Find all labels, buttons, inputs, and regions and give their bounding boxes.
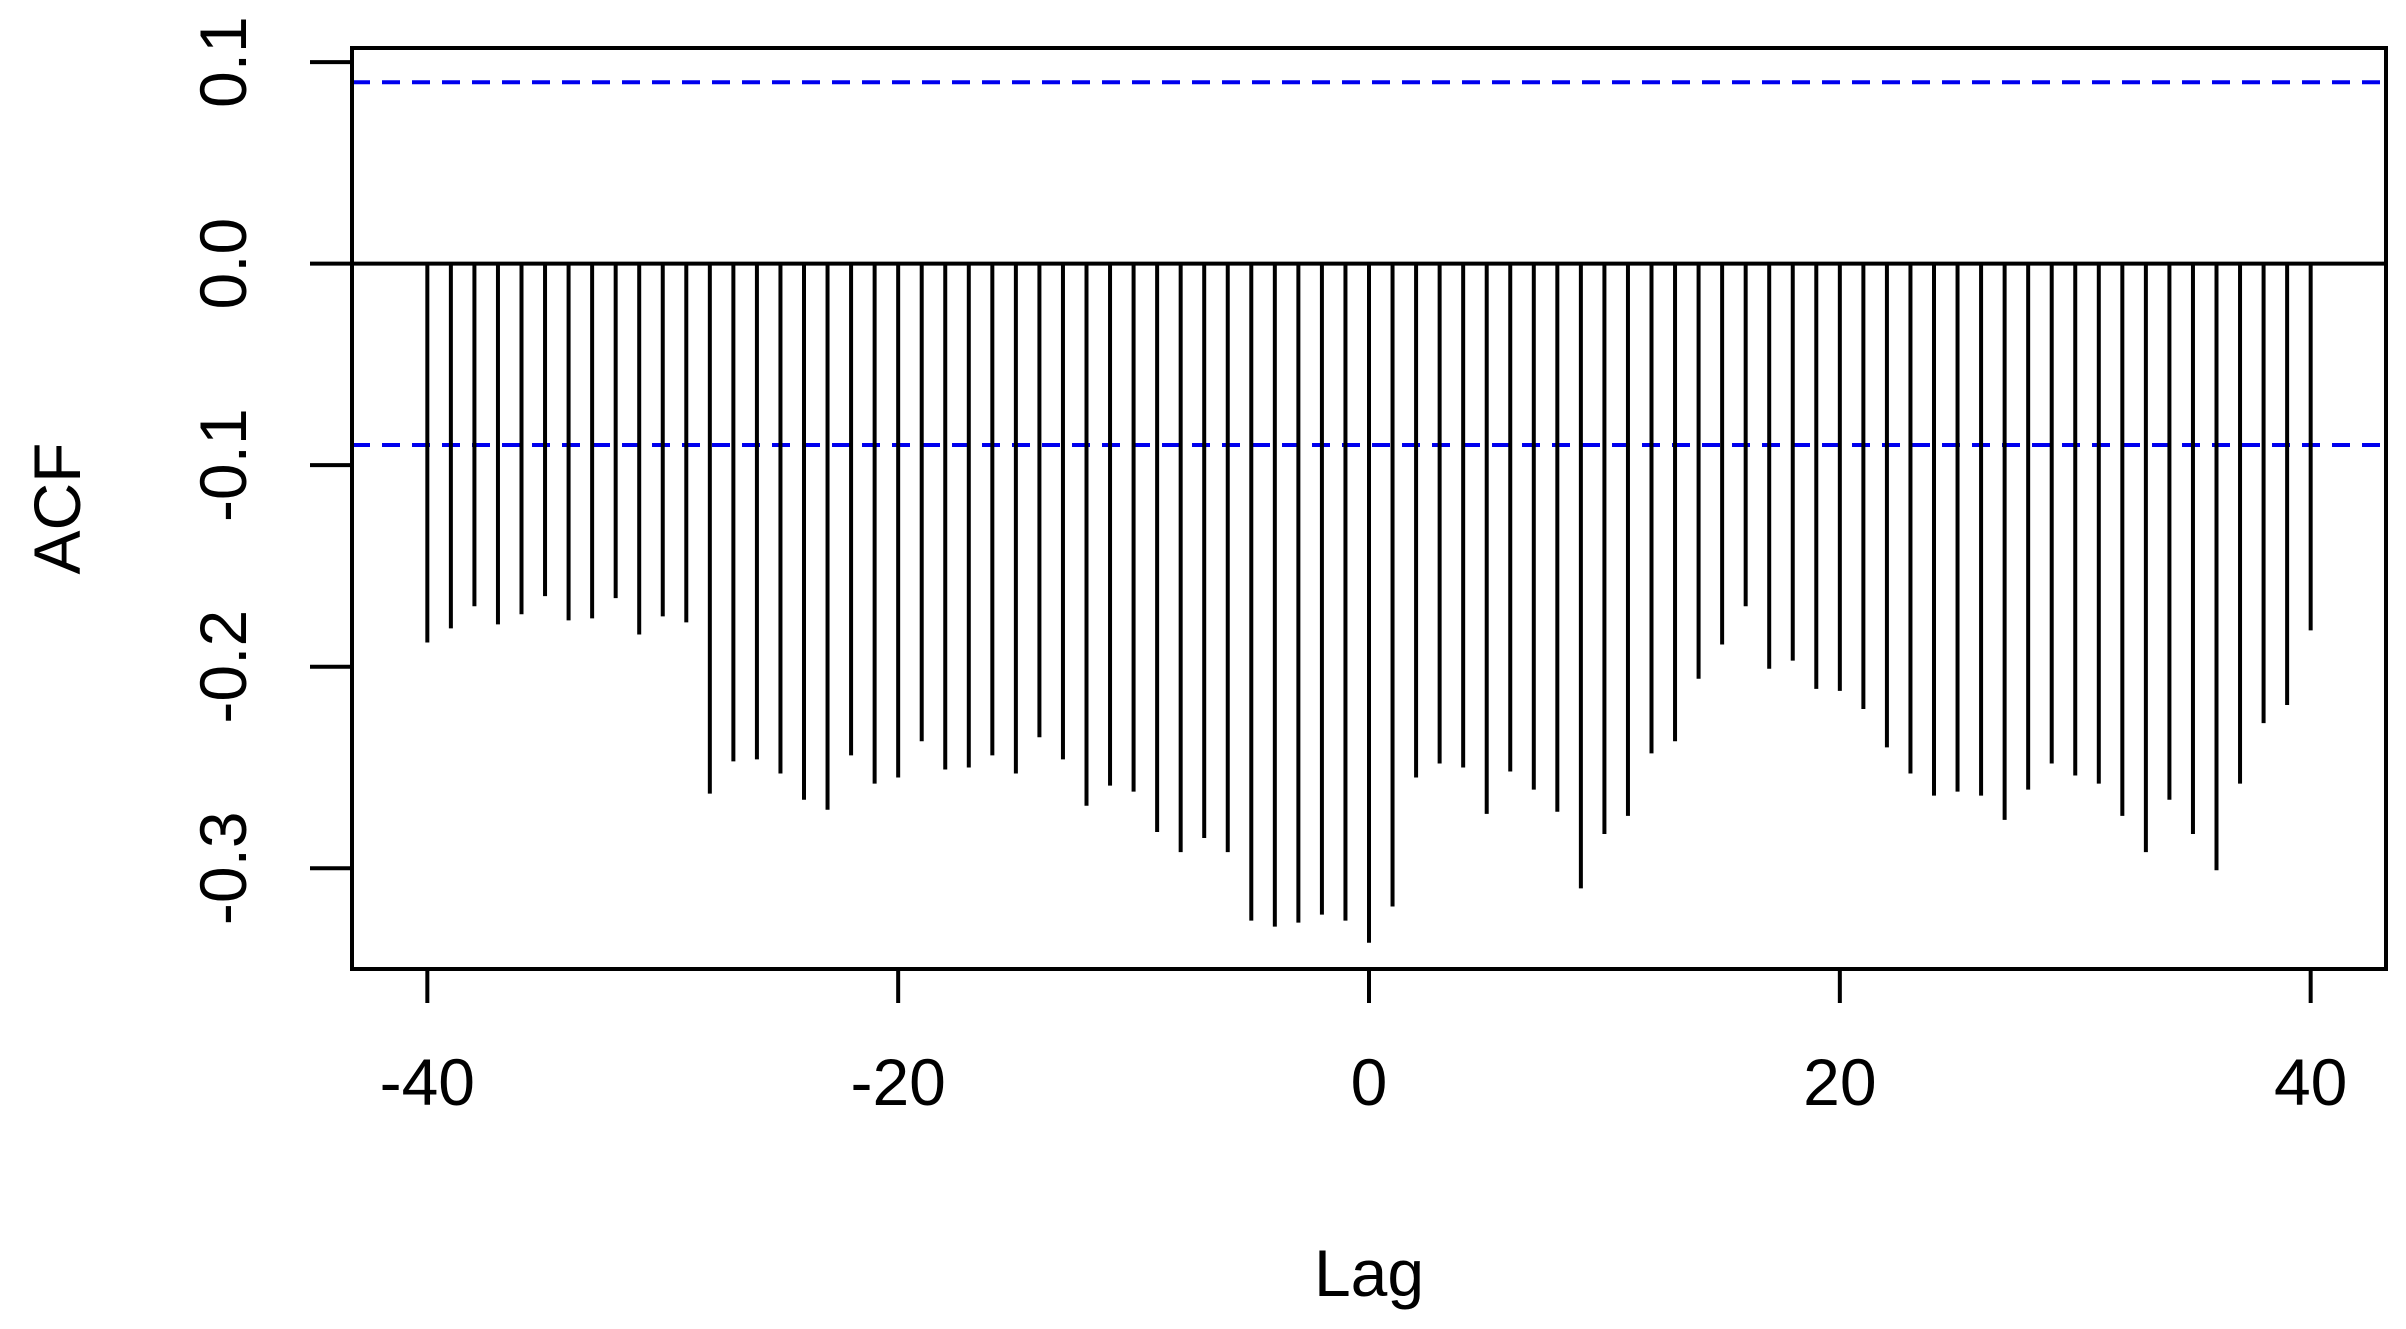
x-tick-label: -40	[380, 1045, 475, 1119]
x-tick-label: 20	[1803, 1045, 1876, 1119]
x-tick-label: 40	[2274, 1045, 2347, 1119]
y-tick-label: -0.1	[186, 408, 260, 522]
y-tick-label: 0.0	[186, 218, 260, 310]
y-tick-label: -0.2	[186, 610, 260, 724]
y-tick-label: -0.3	[186, 811, 260, 925]
x-tick-label: -20	[850, 1045, 945, 1119]
y-axis-label: ACF	[20, 443, 94, 575]
x-axis-label: Lag	[1314, 1236, 1424, 1310]
axes: -40 -20 0 20 40 -0.3 -0.2 -0.1 0.0 0.1	[186, 16, 2388, 1119]
x-tick-label: 0	[1351, 1045, 1388, 1119]
y-tick-label: 0.1	[186, 16, 260, 108]
plot-area	[352, 80, 2386, 943]
